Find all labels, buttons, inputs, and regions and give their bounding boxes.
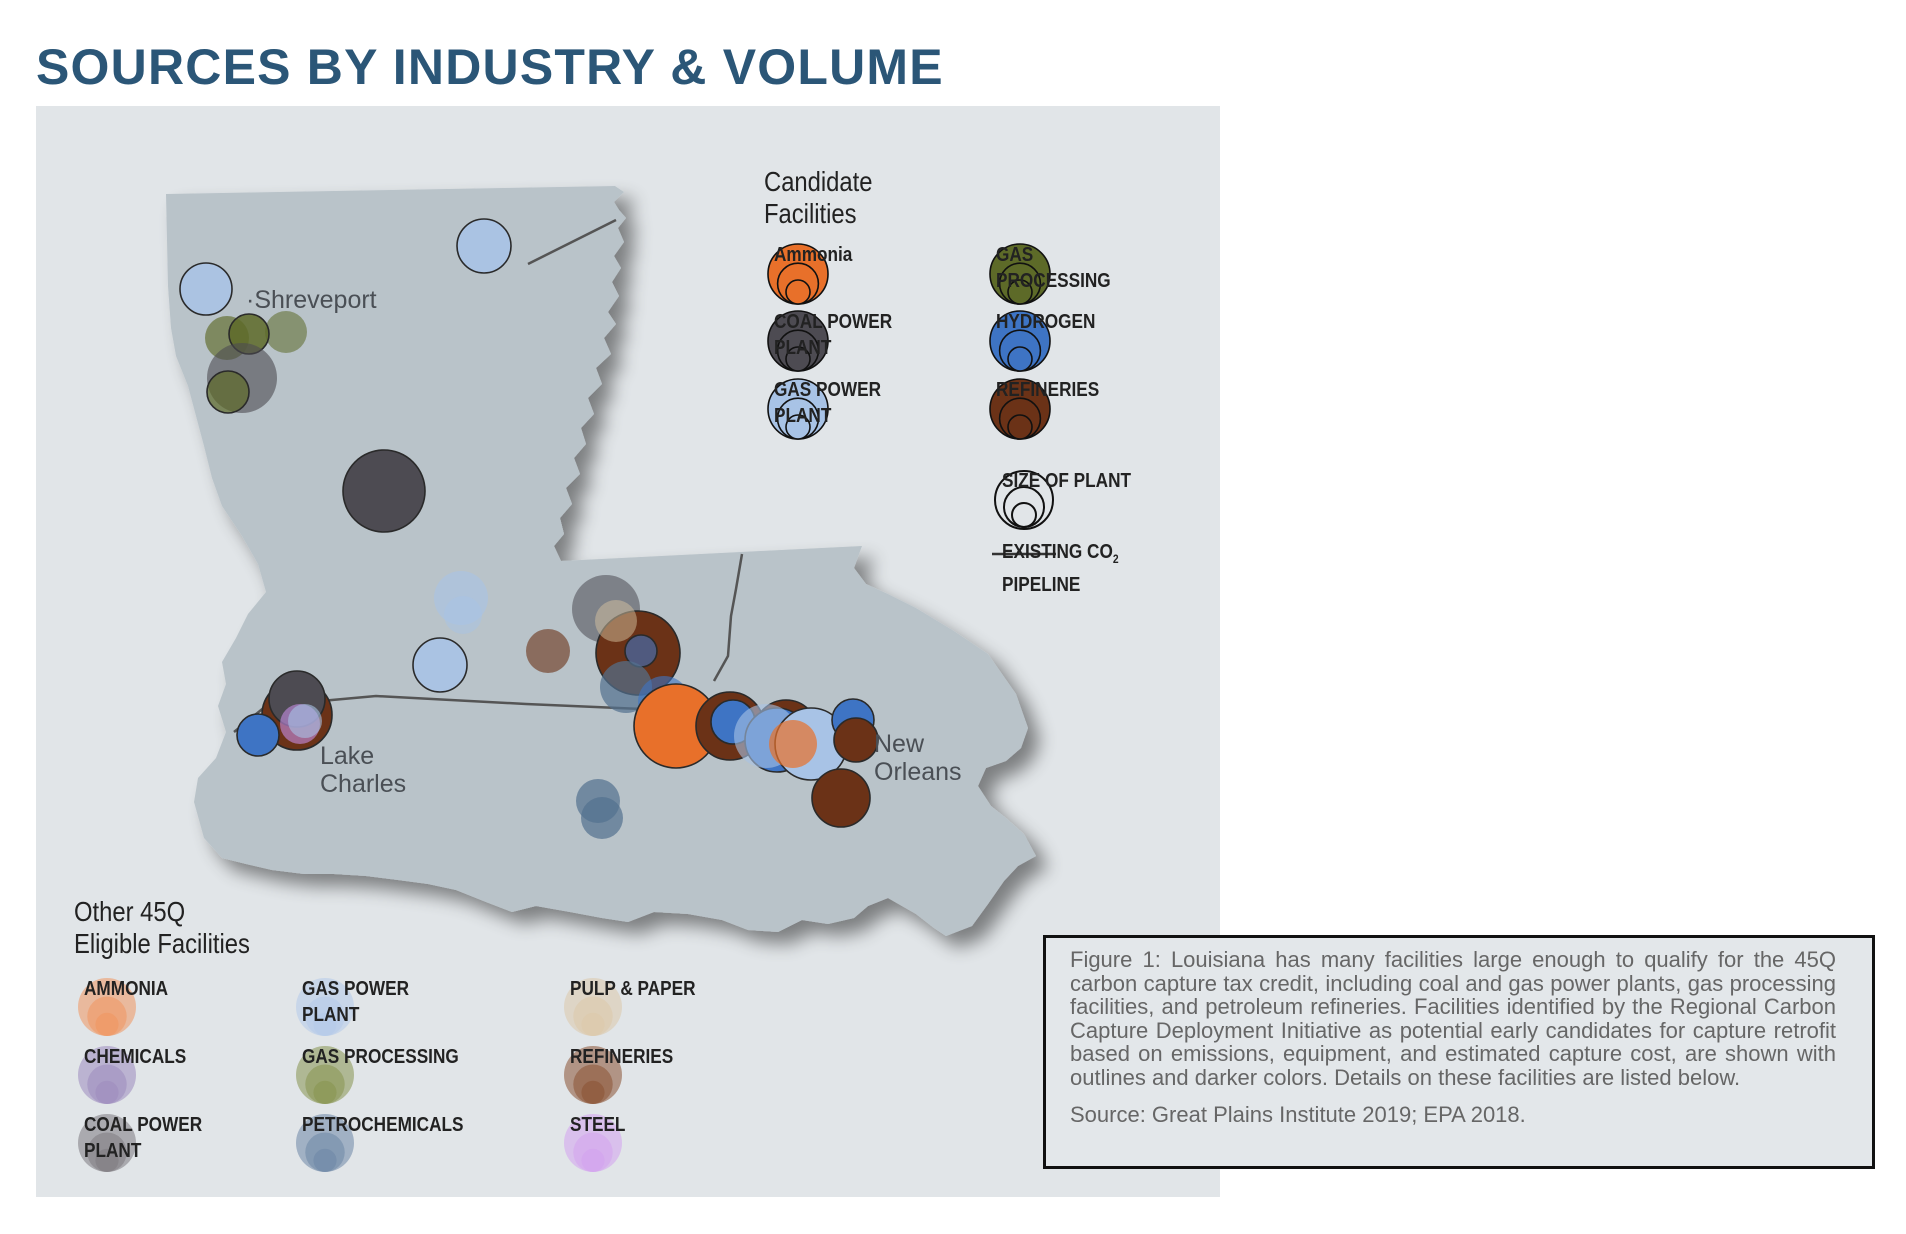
other-legend-item: GAS POWER PLANT <box>294 976 426 1036</box>
facility-circle <box>811 768 871 828</box>
candidate-legend-item: HYDROGEN <box>988 309 1112 372</box>
gas-power-circles-icon <box>296 978 354 1036</box>
other-legend-item: STEEL <box>562 1112 634 1172</box>
shreveport-label: ·Shreveport <box>246 286 377 314</box>
facility-circle <box>444 596 482 634</box>
ammonia-circles-icon <box>78 978 136 1036</box>
candidate-legend-item: Ammonia <box>766 242 865 305</box>
pipeline-label-2: PIPELINE <box>1002 574 1081 596</box>
other-legend-label: REFINERIES <box>570 1046 674 1068</box>
pipeline-subscript: 2 <box>1112 552 1119 566</box>
other-legend-label: PETROCHEMICALS <box>302 1114 464 1136</box>
other-legend-title: Other 45Q Eligible Facilities <box>74 896 250 959</box>
candidate-legend-label: Ammonia <box>774 244 853 266</box>
pipeline-legend: EXISTING CO2 PIPELINE <box>992 539 1138 598</box>
candidate-legend-item: GAS POWER PLANT <box>766 377 898 440</box>
louisiana-map <box>166 186 1036 936</box>
other-legend-item: CHEMICALS <box>76 1044 203 1104</box>
caption-box: Figure 1: Louisiana has many facilities … <box>1043 935 1875 1169</box>
page-title: SOURCES BY INDUSTRY & VOLUME <box>36 39 944 95</box>
pipeline-east <box>712 553 744 682</box>
hydrogen-circles-icon <box>989 310 1051 372</box>
facility-circle <box>265 311 307 353</box>
other-legend-label: AMMONIA <box>84 978 169 1000</box>
facility-circle <box>288 704 322 738</box>
other-legend-label: CHEMICALS <box>84 1046 187 1068</box>
other-legend-item: GAS PROCESSING <box>294 1044 484 1104</box>
other-legend-label: GAS PROCESSING <box>302 1046 459 1068</box>
candidate-legend-item: COAL POWER PLANT <box>766 309 911 372</box>
facility-circle <box>595 600 637 642</box>
other-legend-item: AMMONIA <box>76 976 182 1036</box>
other-legend-label: GAS POWER PLANT <box>302 978 410 1026</box>
lake-charles-label: Lake Charles <box>320 742 407 798</box>
gas-power-circles-icon <box>767 378 829 440</box>
other-legend-item: PULP & PAPER <box>562 976 716 1036</box>
size-of-plant-legend: SIZE OF PLANT <box>992 468 1152 530</box>
other-legend-item: COAL POWER PLANT <box>76 1112 221 1172</box>
gas-processing-circles-icon <box>989 243 1051 305</box>
new-orleans-label: New Orleans <box>874 730 962 786</box>
candidate-legend-title: Candidate Facilities <box>764 166 873 229</box>
caption-text: Figure 1: Louisiana has many facilities … <box>1070 947 1836 1090</box>
pipeline-label: EXISTING CO <box>1002 541 1113 563</box>
refineries-circles-icon <box>564 1046 622 1104</box>
candidate-legend-label: GAS POWER PLANT <box>774 379 882 427</box>
other-legend-label: PULP & PAPER <box>570 978 696 1000</box>
facility-circle <box>526 629 570 673</box>
petrochemicals-circles-icon <box>296 1114 354 1172</box>
other-legend-label: COAL POWER PLANT <box>84 1114 203 1162</box>
pipeline-line-icon <box>992 552 1056 556</box>
caption-source: Source: Great Plains Institute 2019; EPA… <box>1070 1102 1526 1127</box>
ammonia-circles-icon <box>767 243 829 305</box>
facility-circle <box>412 637 468 693</box>
other-legend-item: REFINERIES <box>562 1044 690 1104</box>
candidate-legend-label: REFINERIES <box>996 379 1100 401</box>
candidate-legend-label: COAL POWER PLANT <box>774 311 893 359</box>
pulp-paper-circles-icon <box>564 978 622 1036</box>
facility-circle <box>456 218 512 274</box>
size-of-plant-label: SIZE OF PLANT <box>1002 470 1131 492</box>
coal-power-circles-icon <box>767 310 829 372</box>
candidate-legend-label: HYDROGEN <box>996 311 1096 333</box>
other-legend-label: STEEL <box>570 1114 626 1136</box>
candidate-legend-label: GAS PROCESSING <box>996 244 1111 292</box>
facility-circle <box>769 720 817 768</box>
facility-circle <box>342 449 426 533</box>
size-of-plant-icon <box>994 470 1054 530</box>
refineries-circles-icon <box>989 378 1051 440</box>
facility-circle <box>236 713 280 757</box>
facility-circle <box>179 262 233 316</box>
map-panel: ·Shreveport Lake Charles New Orleans Can… <box>36 106 1220 1197</box>
pipeline-north <box>527 218 617 266</box>
facility-circles <box>179 218 879 839</box>
facility-circle <box>581 797 623 839</box>
facility-circle <box>206 370 250 414</box>
coal-power-circles-icon <box>78 1114 136 1172</box>
other-legend-item: PETROCHEMICALS <box>294 1112 490 1172</box>
steel-circles-icon <box>564 1114 622 1172</box>
gas-processing-circles-icon <box>296 1046 354 1104</box>
candidate-legend-item: GAS PROCESSING <box>988 242 1129 305</box>
facility-circle <box>833 717 879 763</box>
candidate-legend-item: REFINERIES <box>988 377 1116 440</box>
chemicals-circles-icon <box>78 1046 136 1104</box>
